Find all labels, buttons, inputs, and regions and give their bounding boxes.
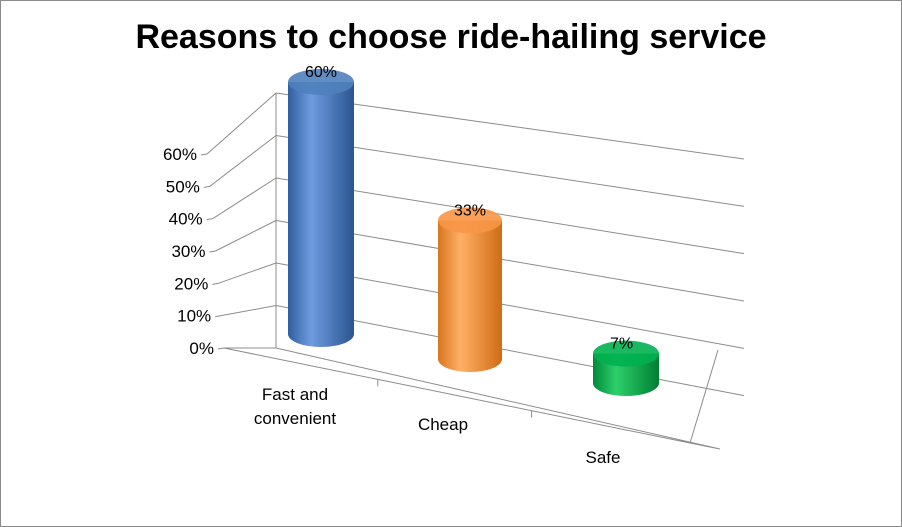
chart-title: Reasons to choose ride-hailing service <box>135 18 767 56</box>
floor-right-edge <box>689 349 719 444</box>
y-tick-mark <box>200 153 208 156</box>
bar-body <box>288 82 354 347</box>
chart-labels: 0% 10% 20% 30% 40% 50% 60% 60% 33% 7% Fast and conv… <box>163 64 633 467</box>
bar-0 <box>288 69 354 347</box>
bar-top <box>288 69 354 95</box>
y-tick-label: 60% <box>163 145 197 164</box>
y-tick-mark <box>212 282 219 285</box>
chart-bars <box>288 69 659 396</box>
side-gridline <box>215 220 277 252</box>
side-gridline <box>218 262 277 284</box>
data-label: 33% <box>454 202 486 219</box>
y-tick-mark <box>203 185 210 188</box>
y-tick-label: 30% <box>171 242 205 261</box>
y-tick-mark <box>217 347 225 350</box>
y-tick-label: 50% <box>166 177 200 196</box>
floor <box>223 347 721 450</box>
side-gridline <box>209 135 277 187</box>
bar-body <box>438 220 502 372</box>
data-label: 60% <box>305 64 337 81</box>
bar-top <box>593 340 659 367</box>
y-tick-label: 0% <box>189 339 214 358</box>
y-tick-mark <box>209 250 216 253</box>
y-tick-label: 40% <box>169 210 203 229</box>
side-gridline <box>206 92 277 155</box>
category-label: Safe <box>586 448 621 467</box>
side-gridline <box>221 305 277 317</box>
category-label: Cheap <box>418 415 468 434</box>
bar-1 <box>438 207 502 372</box>
y-tick-label: 10% <box>177 307 211 326</box>
y-tick-mark <box>206 218 213 221</box>
side-wall <box>224 93 277 349</box>
side-gridline <box>212 177 277 220</box>
category-label: Fast and convenient <box>254 385 337 428</box>
bar-top <box>438 207 502 234</box>
y-tick-mark <box>215 315 222 318</box>
data-label: 7% <box>610 336 633 353</box>
y-tick-label: 20% <box>174 274 208 293</box>
bar-2 <box>593 340 659 396</box>
